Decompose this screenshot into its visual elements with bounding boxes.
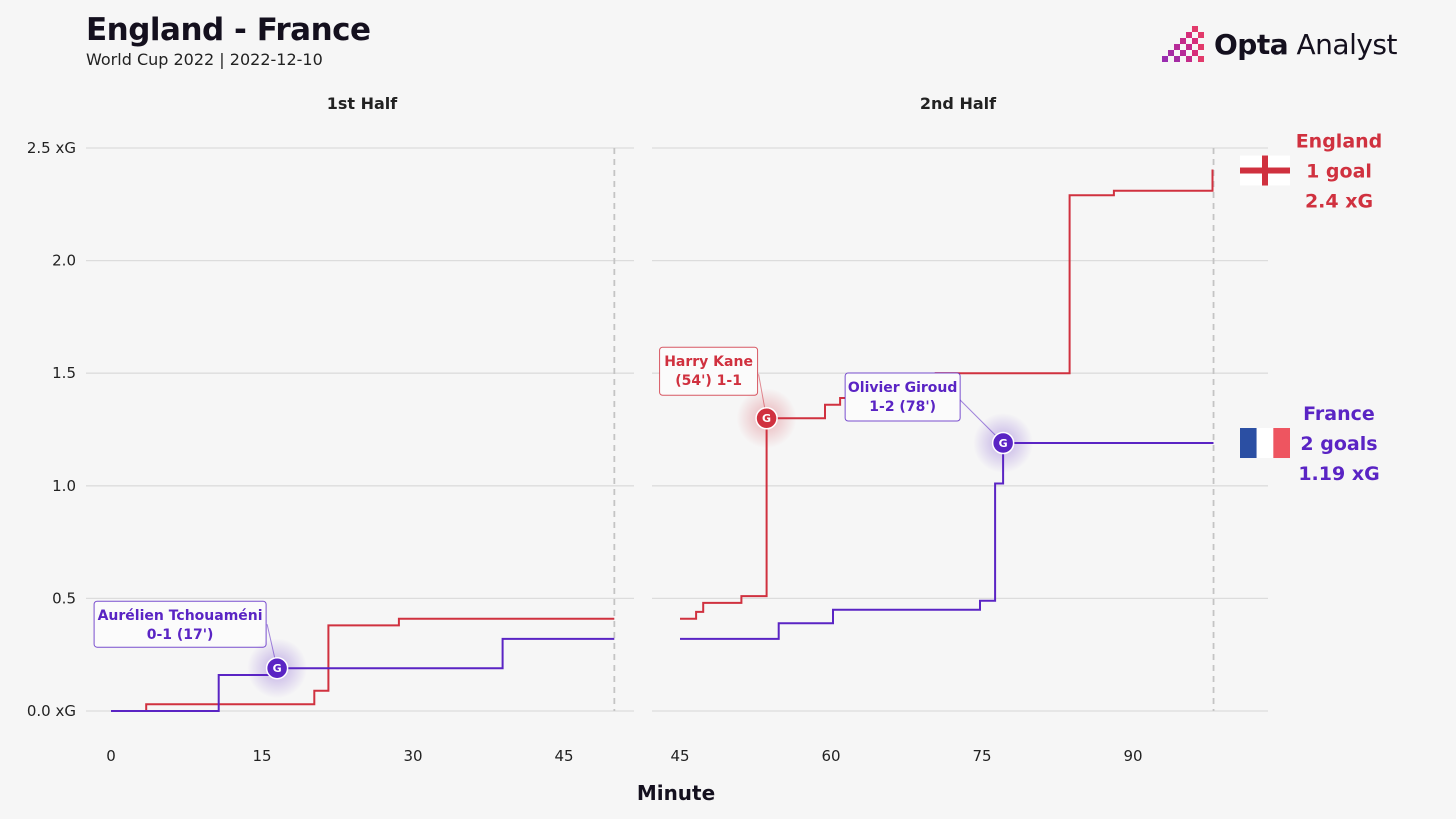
team-summary: England 1 goal 2.4 xG France 2 goals 1.19 xG [1240, 131, 1382, 485]
x-tick-label: 45 [554, 747, 573, 765]
team-name: France [1303, 403, 1375, 425]
team-name: England [1296, 131, 1383, 153]
panel-label-2nd-half: 2nd Half [920, 94, 997, 113]
goal-label-scorer: Aurélien Tchouaméni [98, 608, 263, 624]
england-flag-cross [1262, 155, 1268, 186]
goal-label-scorer: Harry Kane [664, 354, 753, 370]
goal-marker-label: G [762, 412, 771, 425]
x-tick-label: 0 [106, 747, 116, 765]
goal-marker-label: G [273, 662, 282, 675]
x-tick-label: 45 [670, 747, 689, 765]
opta-logo-icon [1162, 26, 1204, 62]
goal-marker-label: G [999, 437, 1008, 450]
series-line-france-second [680, 442, 1214, 640]
series-line-england-first [111, 617, 615, 712]
x-tick-label: 15 [252, 747, 271, 765]
x-axis: 0 15 30 45 45 60 75 90 [106, 747, 1142, 765]
x-tick-label: 90 [1123, 747, 1142, 765]
france-flag-red [1273, 428, 1290, 459]
page-subtitle: World Cup 2022 | 2022-12-10 [86, 50, 323, 69]
brand-name-light: Analyst [1288, 27, 1398, 61]
goal-label-scorer: Olivier Giroud [848, 380, 958, 396]
goal-label-box [93, 600, 267, 648]
team-goals-label: 1 goal [1306, 161, 1372, 183]
y-tick-label: 0.5 [52, 589, 76, 607]
x-tick-label: 60 [821, 747, 840, 765]
y-tick-label: 1.0 [52, 477, 76, 495]
goal-label-box [659, 346, 759, 396]
team-xg-label: 1.19 xG [1298, 463, 1379, 485]
series-line-france-first [111, 637, 615, 712]
y-tick-label: 0.0 xG [27, 702, 76, 720]
goal-label-score: (54') 1-1 [675, 373, 742, 389]
y-axis: 0.0 xG 0.5 1.0 1.5 2.0 2.5 xG [27, 139, 76, 720]
brand-name-bold: Opta [1214, 27, 1289, 61]
opta-analyst-logo: Opta Analyst [1162, 24, 1397, 64]
france-flag-icon [1240, 428, 1257, 459]
team-goals-label: 2 goals [1300, 433, 1377, 455]
goal-label-score: 0-1 (17') [147, 627, 214, 643]
series-line-england-second [680, 169, 1214, 620]
series-layer [111, 169, 1214, 712]
x-tick-label: 30 [403, 747, 422, 765]
goal-annotations: Aurélien Tchouaméni 0-1 (17') G Harry Kane (… [93, 346, 1034, 699]
goal-label-box [844, 372, 961, 422]
x-tick-label: 75 [972, 747, 991, 765]
goal-marker [755, 406, 778, 430]
page-title: England - France [86, 12, 371, 48]
x-axis-title: Minute [637, 781, 715, 805]
end-of-half-lines [613, 148, 1215, 711]
team-xg-label: 2.4 xG [1305, 191, 1373, 213]
y-tick-label: 1.5 [52, 364, 76, 382]
panel-label-1st-half: 1st Half [327, 94, 399, 113]
goal-marker [265, 656, 289, 680]
france-flag-white [1256, 428, 1274, 459]
goal-marker [991, 431, 1015, 455]
y-tick-label: 2.0 [52, 252, 76, 270]
goal-label-score: 1-2 (78') [869, 399, 936, 415]
y-tick-label: 2.5 xG [27, 139, 76, 157]
brand-name: Opta Analyst [1214, 28, 1397, 61]
